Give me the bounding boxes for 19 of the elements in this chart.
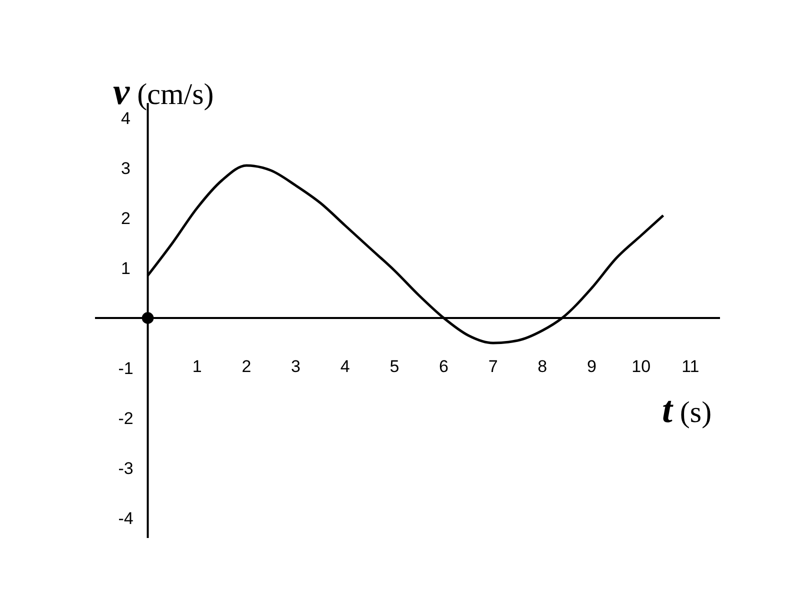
y-tick-label: -4 xyxy=(118,509,134,528)
x-tick-label: 6 xyxy=(439,357,448,376)
y-tick-label: -1 xyxy=(118,359,134,378)
x-tick-label: 3 xyxy=(291,357,301,376)
x-tick-label: 4 xyxy=(340,357,350,376)
x-tick-label: 2 xyxy=(242,357,252,376)
y-tick-label: 3 xyxy=(121,159,131,178)
x-axis-title: t (s) xyxy=(662,390,712,431)
x-tick-label: 8 xyxy=(538,357,548,376)
x-tick-label: 11 xyxy=(682,357,700,376)
x-tick-label: 7 xyxy=(488,357,498,376)
y-tick-label: -3 xyxy=(118,459,134,478)
x-tick-label: 9 xyxy=(587,357,596,376)
y-tick-label: 2 xyxy=(121,209,131,228)
y-tick-label: -2 xyxy=(118,409,134,428)
x-tick-label: 5 xyxy=(390,357,400,376)
x-tick-label: 1 xyxy=(192,357,202,376)
y-tick-label: 1 xyxy=(121,259,131,278)
x-tick-label: 10 xyxy=(632,357,651,376)
